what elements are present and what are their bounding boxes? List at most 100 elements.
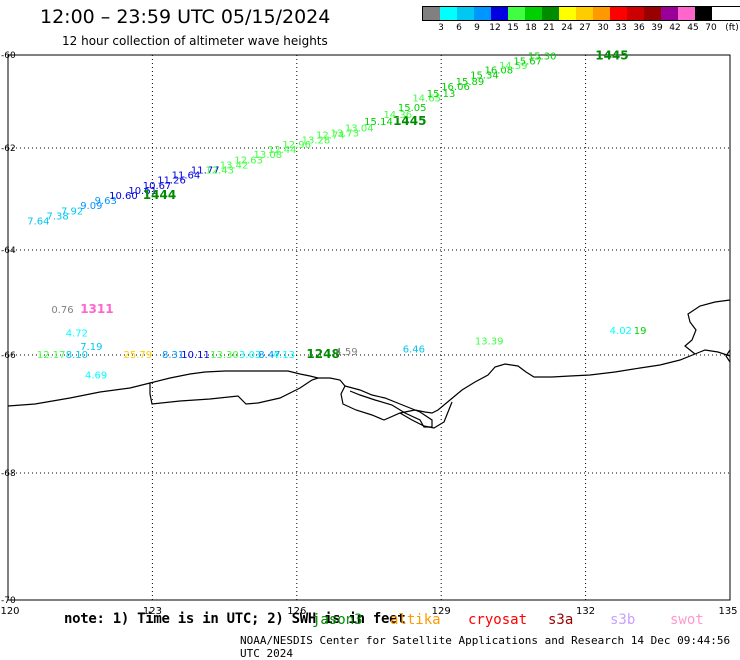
legend-label: 39 xyxy=(651,23,663,33)
lon-tick-label: 126 xyxy=(287,606,306,617)
lat-tick-label: -70 xyxy=(1,596,16,606)
wave-height-label: 15.13 xyxy=(427,89,456,100)
wave-height-label: 4.69 xyxy=(85,371,107,382)
legend-swatch xyxy=(593,7,610,20)
footer-note: note: 1) Time is in UTC; 2) SWH is in fe… xyxy=(64,611,406,627)
wave-height-label: 15.67 xyxy=(513,56,542,67)
legend-label: 27 xyxy=(579,23,591,33)
lon-tick-label: 120 xyxy=(0,606,19,617)
pass-time-label: 1444 xyxy=(143,188,176,202)
pass-time-label: 1311 xyxy=(80,302,113,316)
wave-height-label: 15.34 xyxy=(470,70,499,81)
legend-swatch xyxy=(678,7,695,20)
legend-labels: 3 6 9 12 15 18 21 24 27 30 33 36 39 42 45 70 (ft) xyxy=(422,21,740,35)
wave-height-label: 4.59 xyxy=(335,347,357,358)
wave-height-label: 19 xyxy=(634,326,647,337)
legend-label: 30 xyxy=(597,23,609,33)
wave-height-label: 7.64 xyxy=(27,217,49,228)
wave-height-label: 11.26 xyxy=(157,176,186,187)
footer-credit: NOAA/NESDIS Center for Satellite Applica… xyxy=(240,634,731,660)
wave-height-label: 9.09 xyxy=(80,201,102,212)
legend-label: 9 xyxy=(474,23,480,33)
satellite-swot: swot xyxy=(670,612,704,628)
wave-height-label: 8.10 xyxy=(66,350,88,361)
map-title: 12:00 – 23:59 UTC 05/15/2024 xyxy=(40,6,331,28)
wave-height-label: 16.06 xyxy=(441,82,470,93)
lon-tick-label: 135 xyxy=(718,606,737,617)
wave-height-label: 4.02 xyxy=(610,326,632,337)
wave-height-label: 15.30 xyxy=(528,52,557,63)
wave-height-label: 12.63 xyxy=(234,155,263,166)
legend-unit: (ft) xyxy=(725,23,739,33)
pass-time-label: 1445 xyxy=(393,114,426,128)
wave-height-label: 7.19 xyxy=(80,342,102,353)
legend-swatch xyxy=(525,7,542,20)
wave-height-label: 12.43 xyxy=(205,166,234,177)
wave-height-label: 14.36 xyxy=(383,110,412,121)
wave-height-label: 14.59 xyxy=(499,61,528,72)
lon-tick-label: 132 xyxy=(576,606,595,617)
map-frame xyxy=(7,54,731,601)
wave-height-label: 12.74 xyxy=(316,131,345,142)
pass-time-label: 1248 xyxy=(306,347,339,361)
satellite-s3a: s3a xyxy=(548,612,574,628)
legend-swatch xyxy=(644,7,661,20)
coastline-east-cape xyxy=(725,349,731,363)
wave-height-label: 10.67 xyxy=(143,181,172,192)
lat-tick-label: -68 xyxy=(1,469,16,479)
legend-label: 3 xyxy=(438,23,444,33)
legend-swatch xyxy=(610,7,627,20)
legend-swatch xyxy=(695,7,712,20)
legend-color-bar xyxy=(422,6,740,21)
wave-height-label: 13.73 xyxy=(330,128,359,139)
legend-swatch xyxy=(474,7,491,20)
wave-height-label: 13.28 xyxy=(302,135,331,146)
legend-label: 6 xyxy=(456,23,462,33)
wave-height-label: 13.42 xyxy=(220,160,249,171)
pass-time-label: 1445 xyxy=(595,49,628,63)
lat-tick-label: -64 xyxy=(1,246,16,256)
legend-swatch xyxy=(661,7,678,20)
wave-height-label: 7.38 xyxy=(47,211,69,222)
lat-tick-label: -62 xyxy=(1,144,16,154)
legend-label: 45 xyxy=(687,23,699,33)
legend-swatch xyxy=(576,7,593,20)
legend-swatch xyxy=(423,7,440,20)
legend-label: 33 xyxy=(615,23,627,33)
legend-swatch xyxy=(542,7,559,20)
wave-height-label: 13.08 xyxy=(253,150,282,161)
legend-swatch xyxy=(457,7,474,20)
wave-height-legend: 3 6 9 12 15 18 21 24 27 30 33 36 39 42 45 70 (ft) xyxy=(422,6,740,35)
legend-label: 21 xyxy=(543,23,555,33)
legend-swatch xyxy=(508,7,525,20)
coastline-inlet xyxy=(399,401,453,429)
wave-height-label: 12.96 xyxy=(282,140,311,151)
antarctic-coastline xyxy=(7,299,731,429)
wave-height-label: 11.64 xyxy=(172,171,201,182)
satellite-s3b: s3b xyxy=(610,612,636,628)
wave-height-label: 15.05 xyxy=(398,103,427,114)
satellite-jason3: jason3 xyxy=(312,612,363,628)
wave-height-label: 11.77 xyxy=(191,166,220,177)
wave-height-label: 4.13 xyxy=(273,350,295,361)
legend-label: 18 xyxy=(525,23,537,33)
wave-height-label: 8.31 xyxy=(162,350,184,361)
legend-swatch xyxy=(559,7,576,20)
wave-height-label: 10.60 xyxy=(109,191,138,202)
wave-height-label: 13.30 xyxy=(210,350,239,361)
axis-labels: 120 123 126 129 132 135 -60 -62 -64 -66 -68 -70 xyxy=(0,51,737,617)
wave-height-label: 25.79 xyxy=(124,350,153,361)
wave-height-label: 10.11 xyxy=(181,350,210,361)
coastline-main xyxy=(7,349,731,421)
wave-height-label: 0.76 xyxy=(51,305,73,316)
wave-height-label: 13.04 xyxy=(345,124,374,135)
lon-tick-label: 123 xyxy=(143,606,162,617)
wave-height-label: 15.89 xyxy=(456,77,485,88)
lat-tick-label: -66 xyxy=(1,351,16,361)
wave-height-label: 7.92 xyxy=(61,206,83,217)
legend-swatch xyxy=(491,7,508,20)
graticule xyxy=(8,55,730,600)
legend-label: 15 xyxy=(507,23,519,33)
legend-label: 36 xyxy=(633,23,645,33)
